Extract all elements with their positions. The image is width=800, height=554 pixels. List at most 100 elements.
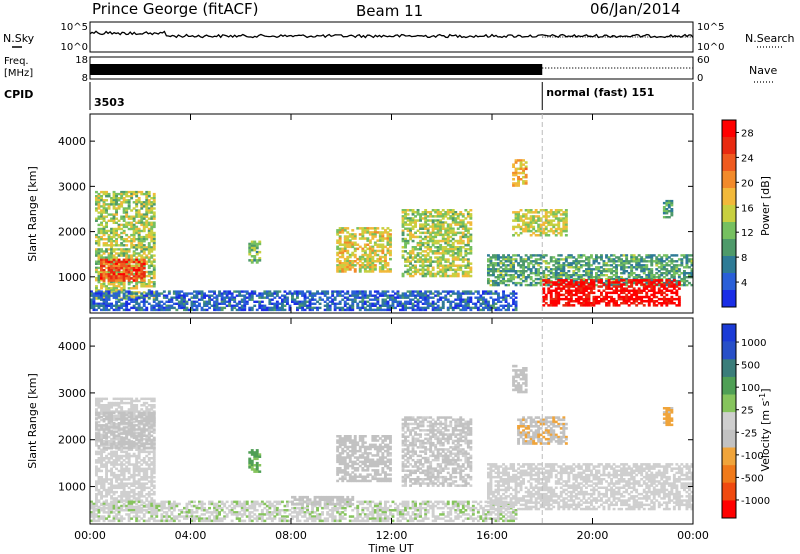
power-echo-cell — [459, 304, 463, 307]
power-echo-cell — [424, 237, 428, 241]
power-echo-cell — [238, 294, 242, 297]
power-echo-cell — [579, 279, 583, 282]
power-echo-cell — [514, 161, 518, 164]
power-echo-cell — [426, 248, 430, 251]
power-echo-cell — [444, 215, 448, 218]
power-echo-cell — [371, 233, 375, 236]
power-echo-cell — [389, 294, 392, 297]
power-echo-cell — [610, 254, 613, 257]
power-echo-cell — [464, 292, 468, 295]
power-echo-cell — [105, 302, 108, 305]
power-echo-cell — [522, 272, 525, 275]
power-echo-cell — [275, 290, 279, 293]
power-echo-cell — [662, 212, 666, 215]
velocity-echo-cell — [110, 437, 113, 441]
power-echo-cell — [592, 262, 596, 265]
power-echo-cell — [602, 260, 606, 263]
power-echo-cell — [215, 304, 219, 307]
power-echo-cell — [411, 292, 415, 295]
power-echo-cell — [522, 171, 525, 175]
power-echo-cell — [572, 281, 576, 285]
power-echo-cell — [100, 217, 103, 220]
power-echo-cell — [670, 285, 674, 288]
velocity-echo-cell — [102, 484, 106, 487]
power-echo-cell — [394, 292, 397, 295]
power-echo-cell — [524, 175, 528, 179]
power-echo-cell — [152, 223, 156, 227]
power-echo-cell — [441, 209, 445, 212]
power-echo-cell — [240, 306, 244, 310]
power-echo-cell — [627, 272, 631, 275]
power-echo-cell — [97, 279, 101, 282]
power-echo-cell — [127, 223, 131, 227]
power-echo-cell — [459, 223, 463, 226]
power-echo-cell — [441, 272, 445, 276]
power-echo-cell — [120, 302, 124, 305]
power-echo-cell — [190, 296, 194, 299]
power-echo-cell — [537, 264, 541, 267]
power-echo-cell — [127, 267, 131, 270]
power-echo-cell — [469, 209, 473, 212]
power-echo-cell — [559, 289, 563, 292]
power-echo-cell — [140, 223, 144, 227]
velocity-echo-cell — [102, 448, 106, 451]
power-echo-cell — [600, 297, 603, 301]
power-echo-cell — [95, 190, 98, 194]
power-echo-cell — [552, 223, 556, 227]
power-echo-cell — [517, 225, 520, 229]
power-echo-cell — [512, 211, 515, 214]
power-echo-cell — [461, 221, 465, 224]
power-echo-cell — [577, 270, 581, 273]
power-echo-cell — [253, 304, 257, 307]
power-echo-cell — [431, 292, 435, 295]
power-echo-cell — [152, 231, 156, 235]
power-echo-cell — [569, 289, 573, 292]
power-echo-cell — [298, 304, 302, 307]
power-echo-cell — [620, 262, 623, 265]
power-echo-cell — [605, 262, 608, 265]
power-echo-cell — [100, 267, 103, 270]
power-echo-cell — [514, 302, 518, 305]
power-echo-cell — [489, 283, 493, 287]
power-echo-cell — [552, 281, 556, 284]
power-echo-cell — [356, 294, 360, 297]
power-echo-cell — [378, 237, 382, 240]
power-echo-cell — [627, 291, 631, 295]
power-echo-cell — [145, 285, 149, 288]
power-echo-cell — [328, 296, 332, 299]
power-echo-cell — [600, 293, 603, 297]
power-echo-cell — [585, 300, 588, 303]
power-echo-cell — [110, 277, 113, 280]
power-echo-cell — [112, 235, 116, 239]
power-echo-cell — [132, 254, 136, 257]
power-echo-cell — [120, 277, 124, 280]
power-echo-cell — [680, 258, 684, 261]
power-echo-cell — [600, 254, 603, 257]
power-echo-cell — [512, 266, 515, 269]
power-echo-cell — [316, 292, 319, 295]
power-echo-cell — [102, 256, 106, 259]
power-echo-cell — [552, 274, 556, 277]
power-echo-cell — [657, 276, 661, 279]
power-echo-cell — [125, 302, 129, 305]
power-echo-cell — [95, 302, 98, 305]
power-echo-cell — [406, 258, 410, 261]
velocity-echo-cell — [105, 503, 108, 507]
power-echo-cell — [386, 235, 390, 238]
power-echo-cell — [366, 262, 370, 265]
power-echo-cell — [419, 246, 422, 249]
power-echo-region — [336, 227, 392, 273]
power-echo-cell — [514, 254, 518, 257]
power-echo-cell — [107, 270, 111, 274]
power-echo-cell — [660, 277, 664, 281]
power-echo-cell — [381, 243, 385, 246]
power-echo-cell — [662, 264, 666, 267]
power-echo-cell — [409, 268, 412, 272]
power-echo-cell — [532, 279, 536, 283]
power-echo-cell — [142, 213, 146, 216]
power-echo-cell — [507, 258, 510, 261]
power-echo-cell — [497, 268, 500, 271]
power-echo-cell — [298, 290, 302, 293]
power-echo-cell — [690, 272, 694, 275]
